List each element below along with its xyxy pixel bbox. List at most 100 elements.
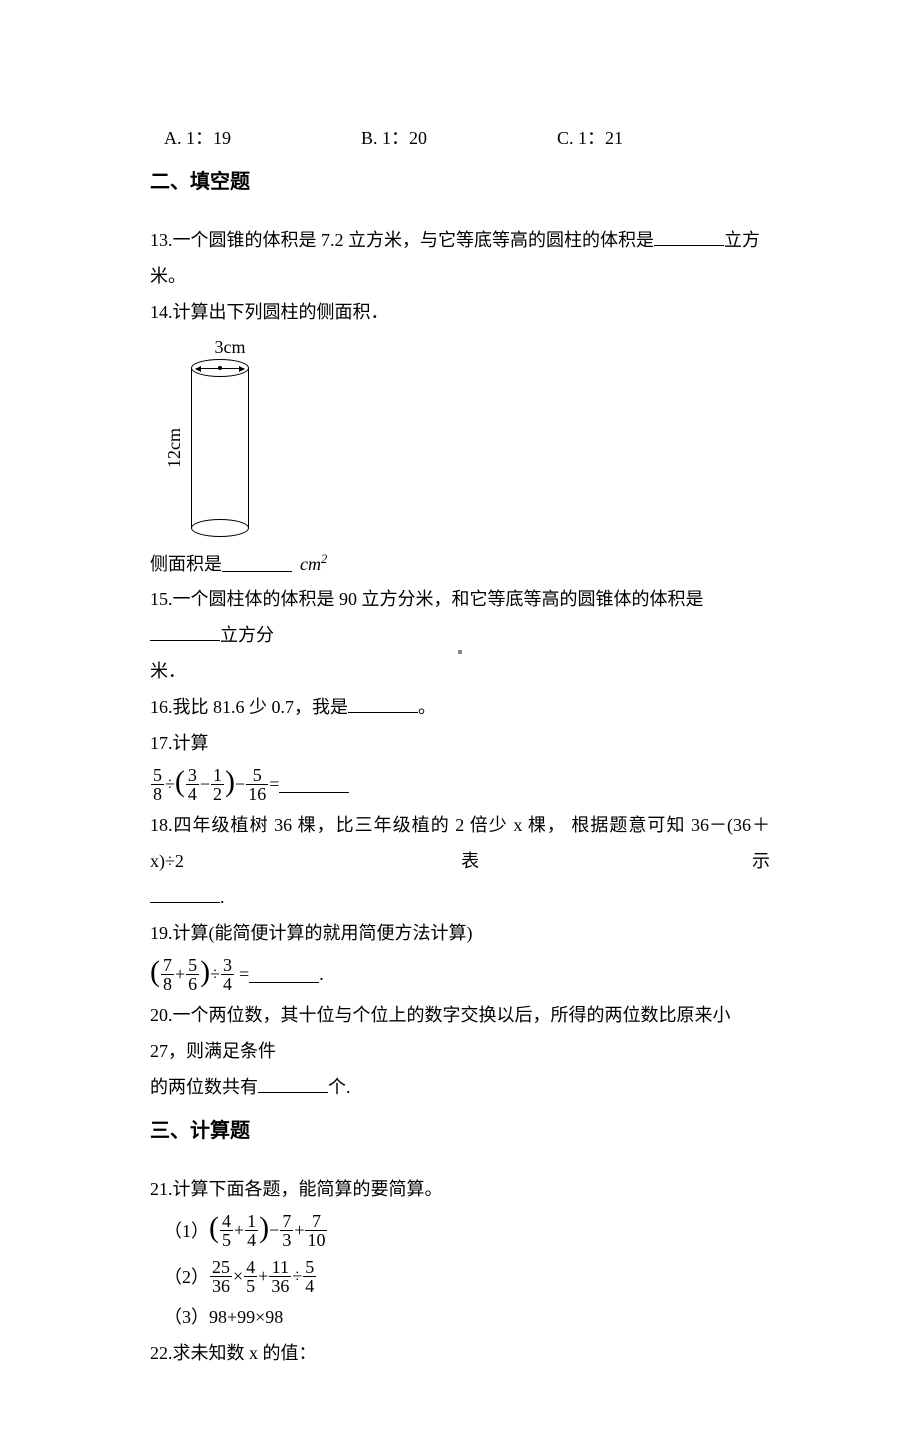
cyl-side-label: 12cm	[164, 359, 185, 537]
q18-l2: .	[150, 879, 770, 915]
d: 10	[305, 1231, 327, 1249]
q14-answer: 侧面积是 cm2	[150, 545, 770, 581]
q20-p2b: 个.	[328, 1077, 351, 1097]
blank	[279, 776, 349, 793]
n: 5	[151, 766, 164, 785]
q16: 16.我比 81.6 少 0.7，我是 。	[150, 689, 770, 725]
d: 2	[211, 785, 224, 803]
d: 36	[269, 1277, 291, 1295]
n: 5	[303, 1258, 316, 1277]
blank	[258, 1076, 328, 1093]
op-plus: +	[234, 1220, 244, 1241]
d: 5	[244, 1277, 257, 1295]
q21-e2: （2） 2536 × 45 + 1136 ÷ 54	[150, 1253, 770, 1299]
n: 7	[305, 1212, 327, 1231]
frac: 14	[245, 1212, 258, 1249]
frac: 73	[280, 1212, 293, 1249]
blank	[348, 696, 418, 713]
q18-l1: 18.四年级植树 36 棵，比三年级植的 2 倍少 x 棵， 根据题意可知 36…	[150, 807, 770, 879]
q15-p1: 15.一个圆柱体的体积是 90 立方分米，和它等底等高的圆锥体的体积是	[150, 589, 704, 609]
frac: 45	[244, 1258, 257, 1295]
cylinder-icon	[191, 359, 249, 537]
n: 25	[210, 1258, 232, 1277]
n: 3	[186, 766, 199, 785]
frac: 2536	[210, 1258, 232, 1295]
q21-stem: 21.计算下面各题，能简算的要简算。	[150, 1171, 770, 1207]
op-plus: +	[258, 1266, 268, 1287]
q14-stem: 14.计算出下列圆柱的侧面积．	[150, 294, 770, 330]
n: 1	[211, 766, 224, 785]
d: 5	[220, 1231, 233, 1249]
d: 16	[246, 785, 268, 803]
n: 11	[269, 1258, 291, 1277]
q14-ans1: 侧面积是	[150, 550, 222, 576]
q20-p2a: 的两位数共有	[150, 1077, 258, 1097]
q16-p1: 16.我比 81.6 少 0.7，我是	[150, 697, 348, 717]
blank	[654, 229, 724, 246]
section-3-title: 三、计算题	[150, 1111, 770, 1151]
d: 4	[186, 785, 199, 803]
q13: 13.一个圆锥的体积是 7.2 立方米，与它等底等高的圆柱的体积是立方米。	[150, 222, 770, 294]
op-div: ÷	[165, 774, 175, 795]
n: 7	[280, 1212, 293, 1231]
q17-eq: 58 ÷ ( 34 − 12 ) − 516 =	[150, 761, 770, 807]
center-dot-icon	[458, 650, 462, 654]
op-plus: +	[294, 1220, 304, 1241]
blank	[150, 624, 220, 641]
n: 7	[161, 956, 174, 975]
frac: 34	[221, 956, 234, 993]
frac: 516	[246, 766, 268, 803]
q12-optA: A. 1：19	[164, 120, 231, 156]
d: 36	[210, 1277, 232, 1295]
op-div: ÷	[210, 964, 220, 985]
section-2-title: 二、填空题	[150, 162, 770, 202]
d: 4	[221, 975, 234, 993]
q21-r2: （2）	[164, 1263, 209, 1289]
cm2-label: cm2	[300, 552, 327, 575]
d: 4	[303, 1277, 316, 1295]
frac: 710	[305, 1212, 327, 1249]
cyl-top-label: 3cm	[164, 336, 274, 359]
frac: 54	[303, 1258, 316, 1295]
frac: 12	[211, 766, 224, 803]
q14-figure: 3cm 12cm	[164, 336, 770, 537]
q15-p2: 立方分	[220, 625, 274, 645]
q18-p2: .	[220, 887, 225, 907]
frac: 45	[220, 1212, 233, 1249]
op-minus: −	[269, 1220, 279, 1241]
frac: 34	[186, 766, 199, 803]
q21-r1: （1）	[164, 1217, 209, 1243]
n: 1	[245, 1212, 258, 1231]
q21-e1: （1） ( 45 + 14 ) − 73 + 710	[150, 1207, 770, 1253]
d: 8	[161, 975, 174, 993]
q20-l1: 20.一个两位数，其十位与个位上的数字交换以后，所得的两位数比原来小 27，则满…	[150, 997, 770, 1069]
d: 6	[186, 975, 199, 993]
q15-l2: 米．	[150, 653, 770, 689]
frac: 56	[186, 956, 199, 993]
op-mul: ×	[233, 1266, 243, 1287]
q16-p2: 。	[418, 697, 436, 717]
blank	[150, 886, 220, 903]
q12-options: A. 1：19 B. 1：20 C. 1：21	[150, 120, 770, 156]
q19-tail: .	[319, 964, 324, 985]
op-plus: +	[175, 964, 185, 985]
q20-l2: 的两位数共有 个.	[150, 1069, 770, 1105]
q19-eq: ( 78 + 56 ) ÷ 34 =.	[150, 951, 770, 997]
op-minus: −	[200, 774, 210, 795]
d: 8	[151, 785, 164, 803]
blank	[249, 966, 319, 983]
n: 3	[221, 956, 234, 975]
blank	[222, 555, 292, 572]
frac: 1136	[269, 1258, 291, 1295]
frac: 78	[161, 956, 174, 993]
q17-stem: 17.计算	[150, 725, 770, 761]
op-eq: =	[269, 774, 279, 795]
sup2: 2	[321, 552, 327, 566]
q21-e3: （3）98+99×98	[150, 1299, 770, 1335]
n: 4	[244, 1258, 257, 1277]
q12-optB: B. 1：20	[361, 120, 427, 156]
d: 4	[245, 1231, 258, 1249]
op-div: ÷	[292, 1266, 302, 1287]
op-eq: =	[239, 964, 249, 985]
q22-stem: 22.求未知数 x 的值：	[150, 1335, 770, 1371]
